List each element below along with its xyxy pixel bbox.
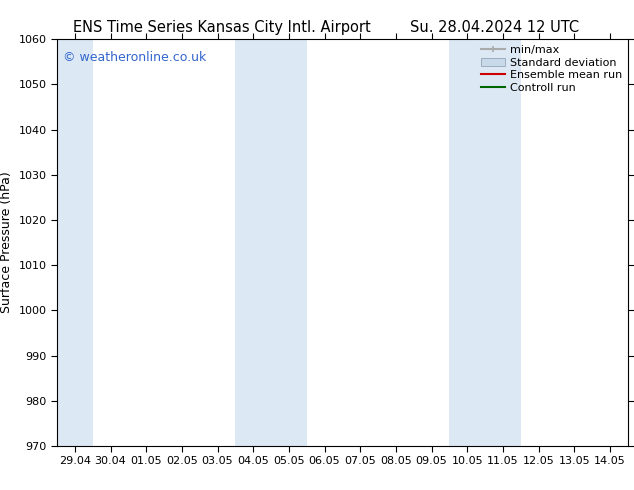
Text: Su. 28.04.2024 12 UTC: Su. 28.04.2024 12 UTC [410,20,579,35]
Text: © weatheronline.co.uk: © weatheronline.co.uk [63,51,206,64]
Bar [450,39,521,446]
Legend: min/max, Standard deviation, Ensemble mean run, Controll run: min/max, Standard deviation, Ensemble me… [479,43,624,96]
Text: ENS Time Series Kansas City Intl. Airport: ENS Time Series Kansas City Intl. Airpor… [73,20,371,35]
Bar [57,39,93,446]
Bar [235,39,307,446]
Y-axis label: Surface Pressure (hPa): Surface Pressure (hPa) [0,172,13,314]
